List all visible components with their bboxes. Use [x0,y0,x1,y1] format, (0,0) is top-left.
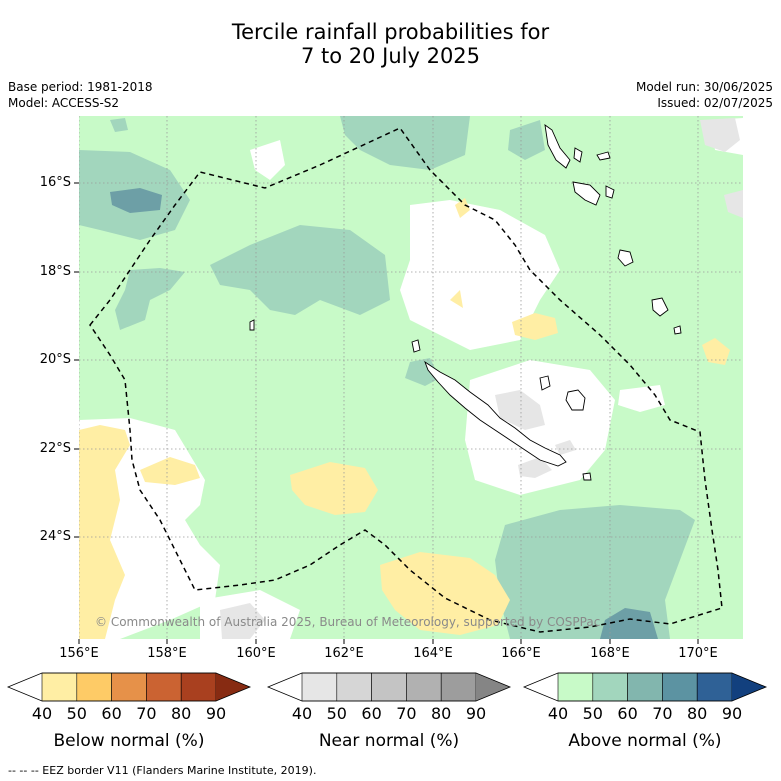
map-title-line1: Tercile rainfall probabilities for [231,20,550,44]
colorbar-below-segment [146,672,182,702]
colorbar-below-tick-label: 60 [101,704,122,723]
colorbar-above-tick-label: 50 [582,704,603,723]
colorbar-near-tick-label: 90 [465,704,487,723]
colorbar-near-segment [371,672,407,702]
map-title-line2: 7 to 20 July 2025 [300,44,481,68]
colorbar-above-tick-label: 70 [652,704,673,723]
model-label: Model: ACCESS-S2 [8,96,120,110]
colorbar-above-tick-label: 60 [617,704,638,723]
colorbar-near-outline [266,672,512,702]
vanuatu-island-outline [544,124,571,169]
colorbar-below-tick-label: 50 [66,704,87,723]
colorbar-below-segment [180,672,217,702]
colorbar-above-tick-label: 40 [547,704,569,723]
colorbar-above-segment [662,672,698,702]
colorbar-near-segment [440,672,477,702]
new-caledonia-outline [424,360,567,467]
colorbar-title-near: Near normal (%) [318,731,460,751]
colorbar-below-tick-label: 40 [31,704,53,723]
lat-label-18s: 18°S [39,264,71,279]
colorbar-above [522,672,768,702]
colorbar-above-segment [592,672,628,702]
colorbar-near-tick-label: 50 [326,704,347,723]
colorbar-above-max-extend [732,673,766,701]
lon-label-156e: 156°E [59,646,99,661]
lon-label-168e: 168°E [590,646,630,661]
base-period-label: Base period: 1981-2018 [8,80,153,94]
colorbar-below-segment [76,672,112,702]
colorbar-near-tick-label: 80 [431,704,452,723]
colorbars [6,672,768,702]
lon-label-170e: 170°E [678,646,718,661]
colorbar-above-tick-label: 80 [687,704,708,723]
colorbar-above-segment [627,672,663,702]
colorbar-below-tick-label: 70 [136,704,157,723]
colorbar-above-outline [522,672,768,702]
colorbar-above-segment [557,672,594,702]
lon-label-158e: 158°E [147,646,187,661]
lon-label-160e: 160°E [236,646,276,661]
lon-label-162e: 162°E [324,646,364,661]
lon-label-164e: 164°E [413,646,453,661]
near-50-regions [220,118,743,639]
colorbar-title-below: Below normal (%) [53,731,205,751]
map-gridlines [79,116,743,639]
colorbar-above-tick-label: 90 [721,704,743,723]
colorbar-above-segment [696,672,733,702]
colorbar-below-max-extend [216,673,250,701]
colorbar-below-segment [111,672,147,702]
issued-label: Issued: 02/07/2025 [657,96,773,110]
colorbar-above-min-extend [524,673,558,701]
colorbar-near-segment [406,672,442,702]
lat-label-20s: 20°S [39,352,71,367]
colorbar-title-above: Above normal (%) [568,731,722,751]
colorbar-below-tick-label: 90 [205,704,227,723]
above-70-regions [110,188,658,639]
colorbar-below-min-extend [8,673,42,701]
colorbar-near [266,672,512,702]
colorbar-near-tick-label: 40 [291,704,313,723]
colorbar-below-outline [6,672,252,702]
eez-footnote: -- -- -- EEZ border V11 (Flanders Marine… [8,764,317,777]
below-50-regions [79,198,730,639]
colorbar-near-min-extend [268,673,302,701]
lon-label-166e: 166°E [501,646,541,661]
copyright-notice: © Commonwealth of Australia 2025, Bureau… [95,615,601,629]
lat-label-22s: 22°S [39,441,71,456]
colorbar-near-tick-label: 60 [361,704,382,723]
above-60-regions [79,116,695,639]
colorbar-below-segment [41,672,78,702]
colorbar-below-tick-label: 80 [171,704,192,723]
colorbar-below [6,672,252,702]
lat-label-16s: 16°S [39,175,71,190]
lat-label-24s: 24°S [39,529,71,544]
coastlines [249,124,682,481]
colorbar-near-segment [336,672,372,702]
colorbar-near-segment [301,672,338,702]
model-run-label: Model run: 30/06/2025 [635,80,773,94]
colorbar-near-max-extend [476,673,510,701]
map-plot-area [79,116,743,639]
colorbar-near-tick-label: 70 [396,704,417,723]
axis-ticks [74,182,699,644]
